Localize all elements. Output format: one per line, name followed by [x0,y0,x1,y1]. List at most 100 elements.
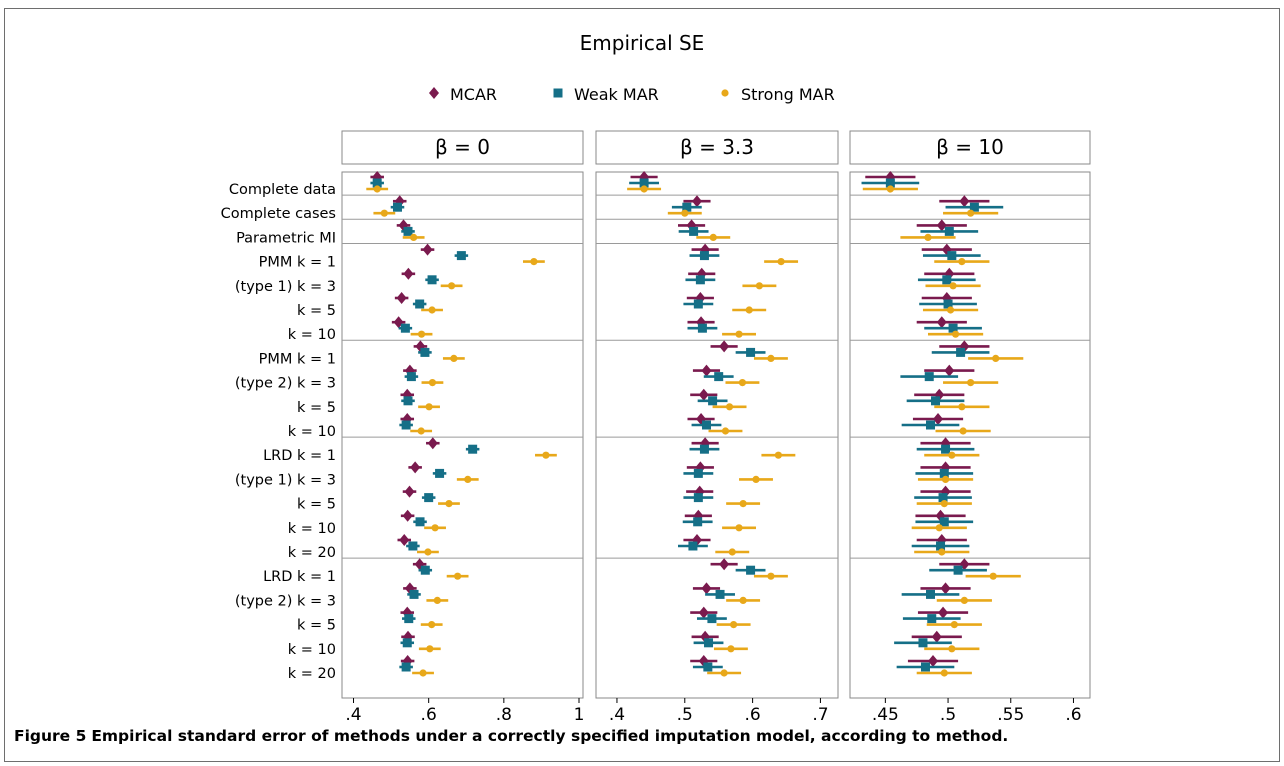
data-point [969,202,979,212]
data-point [424,548,432,556]
data-point [428,379,437,387]
data-point [738,379,747,387]
data-point [933,413,944,425]
data-point [420,565,430,575]
row-label: k = 5 [297,400,336,416]
data-point [944,226,954,236]
data-point [428,621,436,629]
data-point [709,233,717,241]
data-point [454,572,462,580]
data-point [419,669,427,677]
row-label: PMM k = 1 [259,351,336,367]
x-tick-label: .5 [940,705,956,725]
data-point [739,500,747,508]
data-point [746,565,756,575]
panel-title: β = 10 [936,135,1004,159]
x-tick-label: 1 [574,705,585,725]
legend-label: Weak MAR [574,85,659,104]
data-point [745,306,753,314]
data-point [951,330,960,338]
data-point [735,524,743,532]
x-tick-label: .55 [997,705,1024,725]
figure-frame [4,8,1280,762]
data-point [410,233,418,241]
data-point [730,621,738,629]
row-label: k = 10 [288,327,336,343]
data-point [943,299,953,309]
data-point [428,306,436,314]
x-tick-label: .6 [1065,705,1081,725]
data-point [701,420,711,430]
data-point [399,534,410,546]
data-point [422,243,433,256]
row-label: (type 1) k = 3 [235,472,336,488]
data-point [699,444,709,454]
data-point [755,282,763,290]
data-point [445,500,453,508]
data-point [530,258,538,266]
data-point [746,347,756,357]
data-point [886,185,894,193]
row-label: k = 10 [288,521,336,537]
data-point [767,354,775,362]
data-point [936,316,947,329]
data-point [739,596,747,605]
data-point [427,275,437,285]
data-point [402,509,413,522]
data-point [701,364,712,377]
row-label: k = 5 [297,618,336,634]
data-point [953,565,963,575]
data-point [735,330,743,338]
data-point [401,420,411,430]
data-point [936,219,947,232]
data-point [695,275,705,285]
x-tick-label: .45 [872,705,899,725]
data-point [918,638,928,648]
data-point [403,267,414,280]
row-label: k = 10 [288,642,336,658]
data-point [697,323,707,333]
data-point [682,202,692,212]
legend-marker [429,87,439,99]
data-point [958,258,966,266]
data-point [406,372,416,382]
data-point [948,451,956,459]
row-label: k = 20 [288,666,336,682]
data-point [885,178,895,188]
data-point [940,500,948,508]
data-point [689,226,699,236]
panel-plot-area [341,171,584,699]
data-point [941,475,950,483]
x-tick-label: .4 [345,705,361,725]
data-point [728,548,736,556]
data-point [402,638,412,648]
data-point [424,493,434,503]
data-point [435,468,445,478]
data-point [693,468,703,478]
row-label: (type 2) k = 3 [235,376,336,392]
data-point [703,662,713,672]
data-point [946,306,955,314]
x-tick-label: .6 [421,705,437,725]
data-point [415,517,425,527]
data-point [427,437,438,450]
data-point [693,299,703,309]
data-point [409,589,419,599]
data-point [720,669,728,677]
legend-marker [721,89,729,97]
data-point [928,655,939,667]
legend-label: Strong MAR [741,85,835,104]
data-point [403,396,413,406]
data-point [942,275,952,285]
data-point [426,645,434,653]
data-point [410,461,421,474]
data-point [958,403,966,411]
data-point [431,524,439,532]
data-point [941,444,951,454]
data-point [938,606,949,619]
data-point [920,662,930,672]
chart-title: Empirical SE [580,31,705,55]
data-point [542,451,550,459]
data-point [448,282,456,290]
data-point [704,638,714,648]
